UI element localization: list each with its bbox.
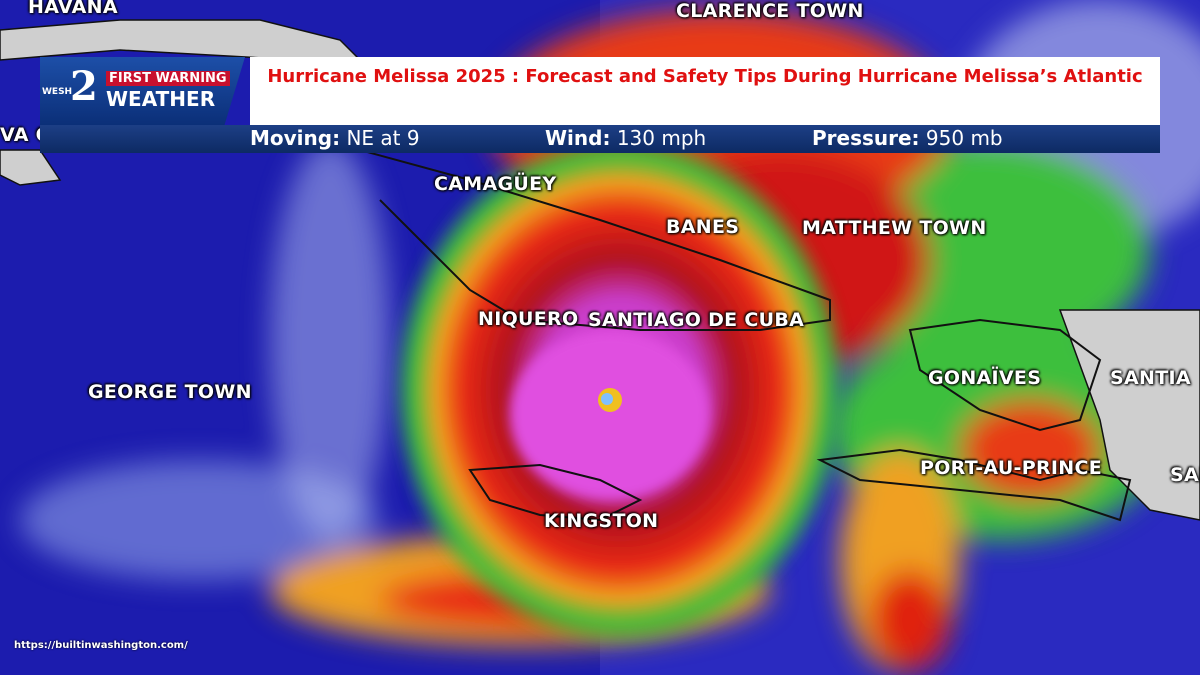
- stat-value: 130 mph: [616, 126, 707, 150]
- logo-tag: FIRST WARNING: [106, 71, 230, 86]
- stat: Moving: NE at 9: [250, 126, 420, 150]
- stat-value: 950 mb: [925, 126, 1003, 150]
- station-logo: WESH 2 FIRST WARNING WEATHER: [40, 57, 245, 125]
- city-label: SANTIAGO DE CUBA: [588, 309, 805, 331]
- headline: Hurricane Melissa 2025 : Forecast and Sa…: [250, 57, 1160, 125]
- stat: Pressure: 950 mb: [812, 126, 1003, 150]
- storm-stats: Moving: NE at 9 Wind: 130 mph Pressure: 95…: [40, 125, 1160, 153]
- city-label: NIQUERO: [478, 308, 579, 330]
- stat-label: Moving:: [250, 126, 341, 150]
- stat-label: Pressure:: [812, 126, 920, 150]
- city-label: SANT: [1170, 464, 1200, 486]
- city-label: KINGSTON: [544, 510, 659, 532]
- watermark: https://builtinwashington.com/: [14, 640, 188, 651]
- city-label: MATTHEW TOWN: [802, 217, 987, 239]
- city-label: SANTIA: [1110, 367, 1191, 389]
- city-label: CLARENCE TOWN: [676, 0, 864, 22]
- stat: Wind: 130 mph: [545, 126, 706, 150]
- stat-label: Wind:: [545, 126, 611, 150]
- station-name: WESH: [42, 87, 73, 97]
- city-label: GEORGE TOWN: [88, 381, 252, 403]
- city-label: CAMAGÜEY: [434, 173, 557, 195]
- stat-value: NE at 9: [346, 126, 420, 150]
- station-number: 2: [70, 63, 98, 110]
- weather-banner: WESH 2 FIRST WARNING WEATHER Hurricane M…: [40, 57, 1160, 153]
- city-label: VA C: [0, 124, 50, 146]
- city-label: HAVANA: [28, 0, 118, 18]
- logo-brand: WEATHER: [106, 87, 216, 111]
- city-label: GONAÏVES: [928, 367, 1042, 389]
- city-label: PORT-AU-PRINCE: [920, 457, 1102, 479]
- city-label: BANES: [666, 216, 740, 238]
